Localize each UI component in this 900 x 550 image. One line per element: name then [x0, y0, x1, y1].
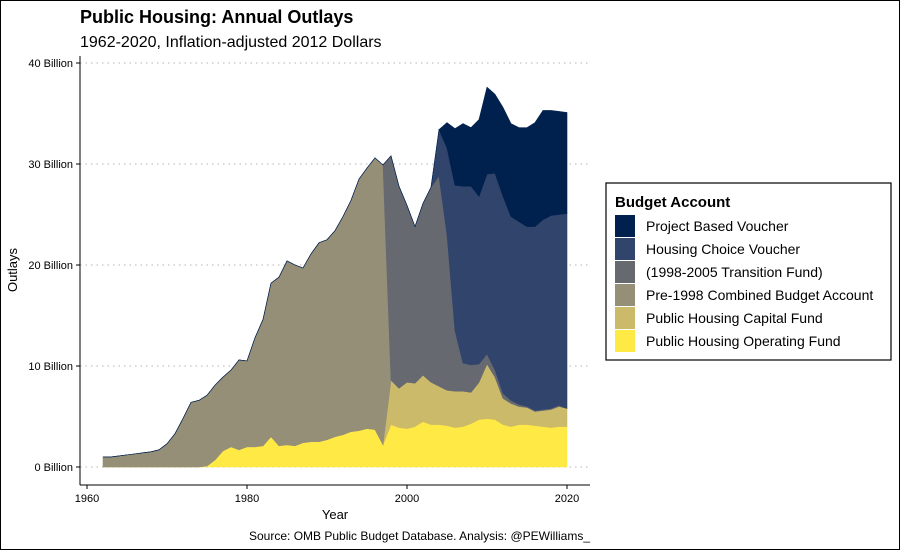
x-tick-label: 1960	[75, 493, 99, 505]
legend-swatch	[615, 284, 635, 306]
axes	[79, 56, 590, 486]
chart-title: Public Housing: Annual Outlays	[80, 7, 353, 27]
legend-label: Public Housing Operating Fund	[646, 333, 841, 349]
y-tick-label: 30 Billion	[28, 159, 73, 171]
x-tick-labels: 1960 1980 2000 2020	[75, 485, 579, 505]
legend-label: Project Based Voucher	[646, 218, 789, 234]
y-axis-title: Outlays	[5, 247, 20, 292]
x-axis-title: Year	[322, 507, 349, 522]
area-project-based-voucher	[103, 86, 568, 458]
x-tick-label: 2020	[555, 493, 579, 505]
x-tick-label: 2000	[395, 493, 419, 505]
legend-items: Project Based Voucher Housing Choice Vouc…	[615, 215, 873, 352]
legend-swatch	[615, 261, 635, 283]
y-tick-label: 0 Billion	[34, 462, 73, 474]
legend-swatch	[615, 307, 635, 329]
y-tick-labels: 0 Billion 10 Billion 20 Billion 30 Billion 4…	[28, 58, 80, 474]
legend-label: Pre-1998 Combined Budget Account	[646, 287, 873, 303]
legend-label: Housing Choice Voucher	[646, 241, 800, 257]
chart-subtitle: 1962-2020, Inflation-adjusted 2012 Dolla…	[80, 34, 382, 51]
source-caption: Source: OMB Public Budget Database. Anal…	[249, 529, 590, 543]
y-tick-label: 20 Billion	[28, 260, 73, 272]
legend-swatch	[615, 238, 635, 260]
y-tick-label: 10 Billion	[28, 361, 73, 373]
legend-swatch	[615, 215, 635, 237]
legend-title: Budget Account	[615, 194, 730, 211]
x-tick-label: 1980	[235, 493, 259, 505]
legend-label: (1998-2005 Transition Fund)	[646, 264, 823, 280]
legend-label: Public Housing Capital Fund	[646, 310, 823, 326]
legend: Budget Account Project Based Voucher Hous…	[605, 182, 892, 361]
legend-box	[605, 182, 892, 361]
y-tick-label: 40 Billion	[28, 58, 73, 70]
legend-swatch	[615, 330, 635, 352]
area-layers	[102, 86, 568, 468]
